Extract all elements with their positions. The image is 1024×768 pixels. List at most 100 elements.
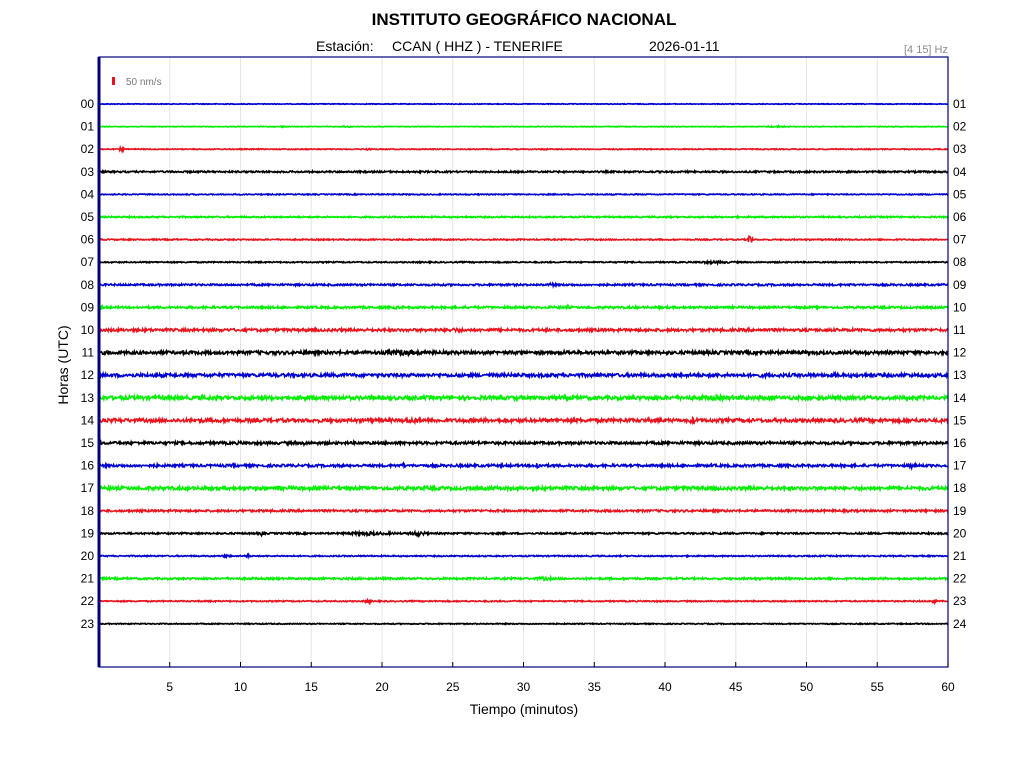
x-tick-label: 15 [305, 680, 319, 694]
right-hour-labels: 01 02 03 04 05 06 07 08 09 10 11 12 13 14 15 16 17 18 19 20… [953, 97, 967, 631]
x-ticks: 5 10 15 20 25 30 35 40 45 50 55 60 [166, 662, 955, 694]
hour-label-right: 17 [953, 459, 967, 473]
x-tick-label: 10 [234, 680, 248, 694]
left-hour-labels: 00 01 02 03 04 05 06 07 08 09 10 11 12 13 14 15 16 17 18 19… [81, 97, 95, 631]
trace-hour-19 [98, 529, 949, 539]
hour-label-left: 13 [81, 391, 95, 405]
hour-label-left: 14 [81, 413, 95, 427]
trace-hour-10 [98, 325, 949, 335]
hour-label-right: 02 [953, 120, 967, 134]
station-label: Estación: [316, 38, 374, 54]
hour-label-right: 14 [953, 391, 967, 405]
hour-label-left: 20 [81, 549, 95, 563]
hour-label-right: 23 [953, 594, 967, 608]
hour-label-left: 00 [81, 97, 95, 111]
x-tick-label: 25 [446, 680, 460, 694]
x-tick-label: 5 [166, 680, 173, 694]
traces [98, 102, 949, 626]
grid [169, 57, 878, 667]
station-name: CCAN ( HHZ ) - TENERIFE [392, 38, 563, 54]
hour-label-left: 16 [81, 459, 95, 473]
x-tick-label: 60 [941, 680, 955, 694]
hour-label-right: 24 [953, 617, 967, 631]
trace-hour-16 [98, 460, 949, 472]
trace-hour-22 [98, 597, 949, 606]
hour-label-left: 05 [81, 210, 95, 224]
trace-hour-06 [98, 234, 949, 243]
hour-label-left: 17 [81, 481, 95, 495]
hour-label-left: 02 [81, 142, 95, 156]
hour-label-right: 10 [953, 300, 967, 314]
x-axis-label: Tiempo (minutos) [470, 701, 578, 717]
trace-hour-07 [98, 259, 949, 267]
trace-hour-17 [98, 483, 949, 493]
x-tick-label: 50 [800, 680, 814, 694]
trace-hour-12 [98, 370, 949, 381]
trace-hour-15 [98, 438, 949, 448]
hour-label-right: 06 [953, 210, 967, 224]
trace-hour-21 [98, 574, 949, 583]
trace-hour-13 [98, 392, 949, 403]
hour-label-right: 21 [953, 549, 967, 563]
hour-label-left: 01 [81, 120, 95, 134]
hour-label-left: 22 [81, 594, 95, 608]
subtitle: Estación: CCAN ( HHZ ) - TENERIFE 2026-0… [316, 38, 720, 54]
x-tick-label: 40 [658, 680, 672, 694]
hour-label-right: 03 [953, 142, 967, 156]
hour-label-left: 21 [81, 572, 95, 586]
hour-label-left: 23 [81, 617, 95, 631]
hour-label-right: 15 [953, 413, 967, 427]
hour-label-right: 04 [953, 165, 967, 179]
hour-label-left: 11 [82, 346, 95, 360]
hour-label-right: 08 [953, 255, 967, 269]
scale-marker: 50 nm/s [112, 77, 162, 88]
hour-label-left: 18 [81, 504, 95, 518]
hour-label-left: 08 [81, 278, 95, 292]
hour-label-left: 03 [81, 165, 95, 179]
hour-label-right: 01 [953, 97, 967, 111]
hour-label-right: 05 [953, 187, 967, 201]
hour-label-left: 19 [81, 526, 95, 540]
chart-date: 2026-01-11 [649, 38, 720, 54]
hour-label-left: 04 [81, 187, 95, 201]
hour-label-left: 10 [81, 323, 95, 337]
scale-label: 50 nm/s [126, 77, 162, 88]
hour-label-right: 18 [953, 481, 967, 495]
hour-label-right: 13 [953, 368, 967, 382]
trace-hour-14 [98, 415, 949, 426]
chart-title: INSTITUTO GEOGRÁFICO NACIONAL [372, 10, 677, 29]
hour-label-right: 19 [953, 504, 967, 518]
hour-label-right: 12 [953, 346, 967, 360]
trace-hour-09 [98, 303, 949, 311]
x-tick-label: 55 [871, 680, 885, 694]
hour-label-right: 11 [953, 323, 966, 337]
x-tick-label: 45 [729, 680, 743, 694]
trace-hour-04 [98, 192, 949, 197]
hour-label-left: 09 [81, 300, 95, 314]
y-axis-label: Horas (UTC) [55, 325, 71, 404]
trace-hour-05 [98, 214, 949, 220]
hour-label-left: 15 [81, 436, 95, 450]
trace-hour-01 [98, 124, 949, 129]
trace-hour-00 [98, 102, 948, 106]
x-tick-label: 20 [375, 680, 389, 694]
trace-hour-20 [98, 552, 949, 560]
trace-hour-02 [98, 144, 949, 154]
hour-label-left: 06 [81, 233, 95, 247]
hour-label-right: 20 [953, 526, 967, 540]
hour-label-right: 22 [953, 572, 967, 586]
hour-label-left: 12 [81, 368, 95, 382]
trace-hour-23 [98, 621, 949, 626]
hour-label-left: 07 [81, 255, 95, 269]
hour-label-right: 07 [953, 233, 967, 247]
trace-hour-18 [98, 507, 949, 515]
trace-hour-08 [98, 280, 949, 289]
trace-hour-11 [98, 347, 949, 358]
x-tick-label: 35 [588, 680, 602, 694]
hour-label-right: 16 [953, 436, 967, 450]
scale-bar [112, 77, 115, 85]
hour-label-right: 09 [953, 278, 967, 292]
x-tick-label: 30 [517, 680, 531, 694]
trace-hour-03 [98, 168, 949, 175]
